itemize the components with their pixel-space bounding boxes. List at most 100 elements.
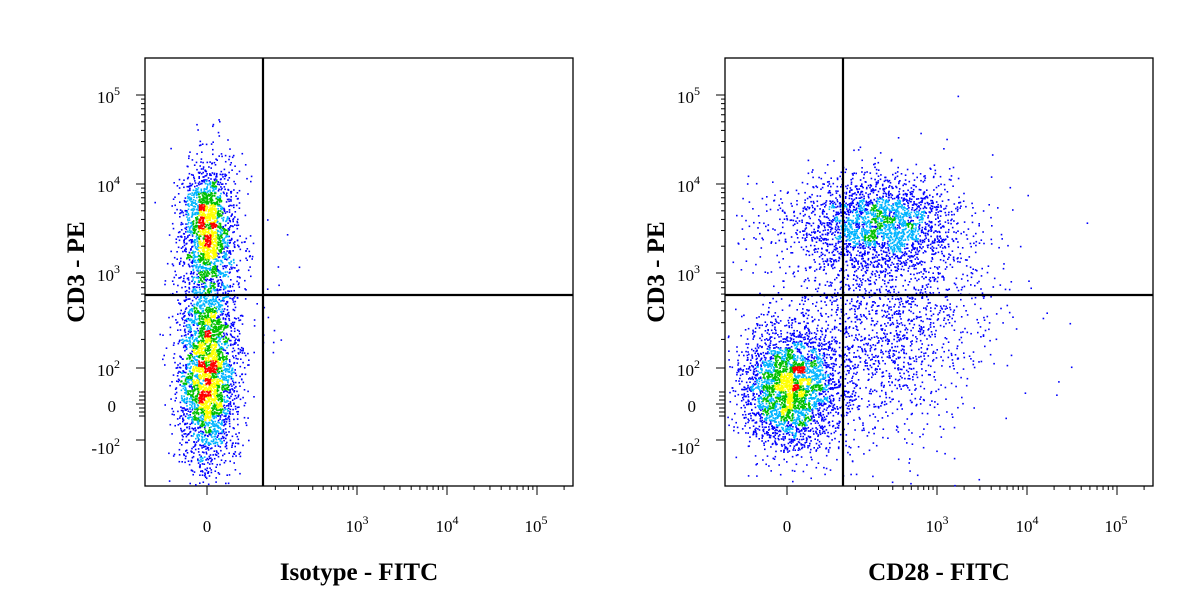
- event-dot: [210, 340, 212, 343]
- event-dot: [213, 247, 216, 249]
- event-dot: [200, 211, 203, 213]
- event-dot: [171, 413, 174, 416]
- event-dot: [223, 396, 226, 398]
- event-dot: [211, 350, 213, 352]
- event-dot: [196, 398, 198, 400]
- event-dot: [205, 243, 207, 245]
- event-dot: [192, 391, 194, 393]
- event-dot: [220, 437, 223, 440]
- event-dot: [194, 419, 197, 421]
- event-dot: [213, 435, 215, 438]
- event-dot: [195, 297, 197, 300]
- event-dot: [206, 297, 208, 300]
- event-dot: [211, 221, 214, 224]
- event-dot: [220, 259, 222, 262]
- event-dot: [209, 434, 211, 436]
- event-dot: [199, 246, 201, 249]
- event-dot: [208, 292, 210, 295]
- event-dot: [209, 404, 211, 407]
- event-dot: [237, 244, 239, 247]
- event-dot: [220, 348, 223, 350]
- event-dot: [194, 212, 196, 214]
- event-dot: [225, 369, 228, 371]
- event-dot: [200, 271, 203, 273]
- event-dot: [218, 378, 220, 381]
- event-dot: [189, 319, 192, 322]
- event-dot: [231, 444, 233, 447]
- event-dot: [239, 451, 242, 454]
- event-dot: [201, 386, 204, 388]
- event-dot: [233, 309, 236, 312]
- event-dot: [193, 383, 196, 386]
- event-dot: [238, 245, 240, 248]
- event-dot: [192, 210, 194, 212]
- event-dot: [220, 192, 222, 195]
- event-dot: [182, 250, 184, 253]
- event-dot: [177, 364, 179, 366]
- event-dot: [217, 399, 220, 402]
- event-dot: [198, 281, 201, 283]
- event-dot: [194, 206, 196, 208]
- event-dot: [253, 351, 255, 354]
- event-dot: [207, 263, 209, 266]
- event-dot: [195, 412, 198, 415]
- event-dot: [210, 213, 213, 216]
- event-dot: [185, 237, 188, 240]
- event-dot: [196, 324, 199, 327]
- event-dot: [224, 376, 226, 378]
- event-dot: [211, 242, 213, 244]
- event-dot: [223, 228, 226, 230]
- event-dot: [188, 342, 190, 345]
- event-dot: [185, 334, 187, 336]
- event-dot: [188, 234, 191, 236]
- event-dot: [195, 292, 198, 294]
- event-dot: [194, 330, 197, 333]
- event-dot: [184, 344, 187, 346]
- event-dot: [234, 300, 237, 303]
- event-dot: [215, 197, 217, 200]
- event-dot: [200, 304, 203, 307]
- event-dot: [202, 389, 205, 391]
- event-dot: [205, 324, 207, 326]
- event-dot: [221, 331, 224, 333]
- event-dot: [197, 437, 199, 439]
- event-dot: [227, 257, 229, 260]
- event-dot: [198, 391, 200, 394]
- event-dot: [221, 376, 223, 379]
- event-dot: [214, 437, 217, 440]
- event-dot: [218, 239, 221, 241]
- event-dot: [186, 426, 188, 429]
- event-dot: [221, 310, 223, 313]
- event-dot: [197, 303, 200, 305]
- event-dot: [198, 420, 201, 422]
- event-dot: [197, 246, 199, 249]
- event-dot: [190, 460, 193, 463]
- event-dot: [220, 205, 222, 208]
- event-dot: [207, 237, 209, 240]
- event-dot: [204, 192, 206, 194]
- event-dot: [190, 404, 193, 407]
- event-dot: [203, 238, 205, 240]
- event-dot: [215, 343, 218, 345]
- event-dot: [236, 418, 239, 420]
- event-dot: [197, 191, 199, 193]
- event-dot: [238, 338, 240, 341]
- event-dot: [214, 310, 217, 312]
- event-dot: [211, 407, 213, 409]
- event-dot: [219, 392, 222, 394]
- event-dot: [205, 262, 207, 264]
- event-dot: [209, 189, 211, 192]
- event-dot: [226, 342, 228, 344]
- event-dot: [215, 326, 218, 329]
- event-dot: [200, 213, 202, 216]
- event-dot: [213, 311, 216, 314]
- event-dot: [206, 438, 209, 441]
- event-dot: [208, 321, 211, 323]
- event-dot: [224, 445, 227, 448]
- event-dot: [202, 303, 205, 306]
- event-dot: [212, 278, 214, 281]
- event-dot: [182, 232, 185, 235]
- event-dot: [192, 428, 195, 431]
- event-dot: [207, 224, 210, 227]
- event-dot: [201, 292, 204, 294]
